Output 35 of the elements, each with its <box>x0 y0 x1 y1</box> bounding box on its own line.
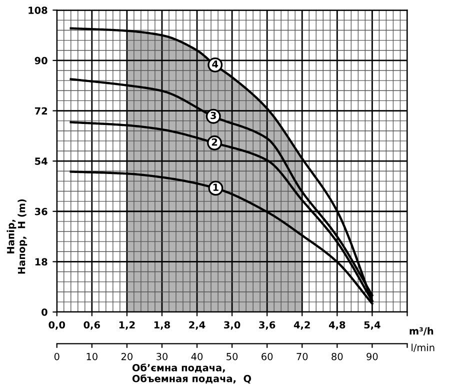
x-tick-label: 4,2 <box>294 321 310 330</box>
y-axis-title: Напір, Напор, H (m) <box>6 199 28 274</box>
x2-tick-label: 60 <box>262 352 273 360</box>
x-axis-title: m³/h <box>410 327 434 336</box>
annotation: 2 <box>212 138 218 146</box>
x2-tick-label: 70 <box>296 352 308 360</box>
x2-tick-label: 40 <box>191 352 203 360</box>
annotation: 4 <box>212 60 218 68</box>
y-tick-label: 72 <box>34 107 48 114</box>
x-tick-label: 5,4 <box>364 321 380 330</box>
y-tick-label: 54 <box>35 158 48 165</box>
x-tick-label: 0,6 <box>84 321 100 330</box>
y-tick-label: 36 <box>34 208 48 216</box>
x-tick-label: 1,8 <box>154 321 170 330</box>
text: Об’ємна подача, Объемная подача, Q <box>132 364 252 384</box>
y-tick-label: 18 <box>35 258 48 266</box>
x2-tick-label: 80 <box>332 352 343 360</box>
x2-tick-label: 30 <box>156 352 168 360</box>
x-tick-label: 2,4 <box>189 321 206 330</box>
x2-tick-label: 90 <box>366 352 378 360</box>
x-tick-label: 0,0 <box>48 321 66 330</box>
x-tick-label: 1,2 <box>119 321 135 330</box>
y-tick-label: 108 <box>28 6 48 14</box>
x2-tick-label: 10 <box>86 352 98 360</box>
x-tick-label: 3,0 <box>224 321 240 330</box>
x2-tick-label: 20 <box>121 352 132 360</box>
x2-axis-title: l/min <box>412 344 434 352</box>
y-tick-label: 0 <box>42 308 48 316</box>
x2-tick-label: 50 <box>226 352 238 360</box>
x-tick-label: 3,6 <box>259 321 276 330</box>
annotation: 1 <box>213 184 218 191</box>
x-tick-label: 4,8 <box>328 321 346 330</box>
y-tick-label: 90 <box>34 56 48 64</box>
annotation: 3 <box>210 112 216 120</box>
x2-tick-label: 0 <box>54 352 60 360</box>
